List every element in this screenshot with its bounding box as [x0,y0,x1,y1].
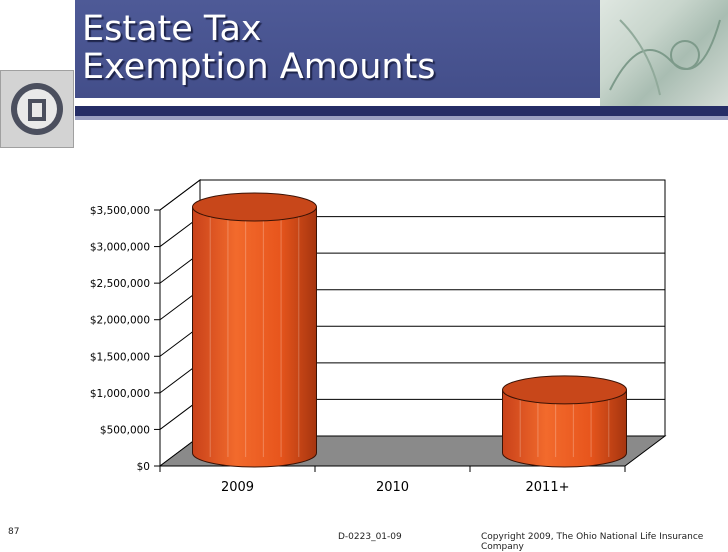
header-rule [75,106,728,116]
y-tick-label: $2,500,000 [90,278,150,290]
y-tick-label: $1,000,000 [90,388,150,400]
y-tick-label: $0 [137,461,150,473]
y-tick-label: $2,000,000 [90,315,150,327]
page-title: Estate Tax Exemption Amounts [82,10,436,86]
document-code: D-0223_01-09 [338,532,402,542]
x-tick-label: 2009 [221,480,254,495]
y-tick-label: $500,000 [100,424,150,436]
bar-2009-body [192,206,317,468]
bar-2011+-body [502,389,627,468]
copyright-notice: Copyright 2009, The Ohio National Life I… [481,532,704,552]
header-rule-light [75,116,728,120]
chart-gridline [159,179,665,211]
page-number: 87 [8,527,20,537]
logo-icon [11,83,63,135]
y-tick-label: $3,000,000 [90,242,150,254]
y-tick-label: $1,500,000 [90,351,150,363]
x-tick-label: 2011+ [526,480,570,495]
title-line-2: Exemption Amounts [82,47,436,87]
decorative-photo-icon [609,19,721,96]
y-tick-label: $3,500,000 [90,205,150,217]
x-tick-label: 2010 [376,480,409,495]
header-photo [600,0,728,106]
bar-2009-top [192,192,317,222]
company-logo [0,70,74,148]
title-line-1: Estate Tax [82,9,262,49]
bar-2011+-top [502,375,627,405]
